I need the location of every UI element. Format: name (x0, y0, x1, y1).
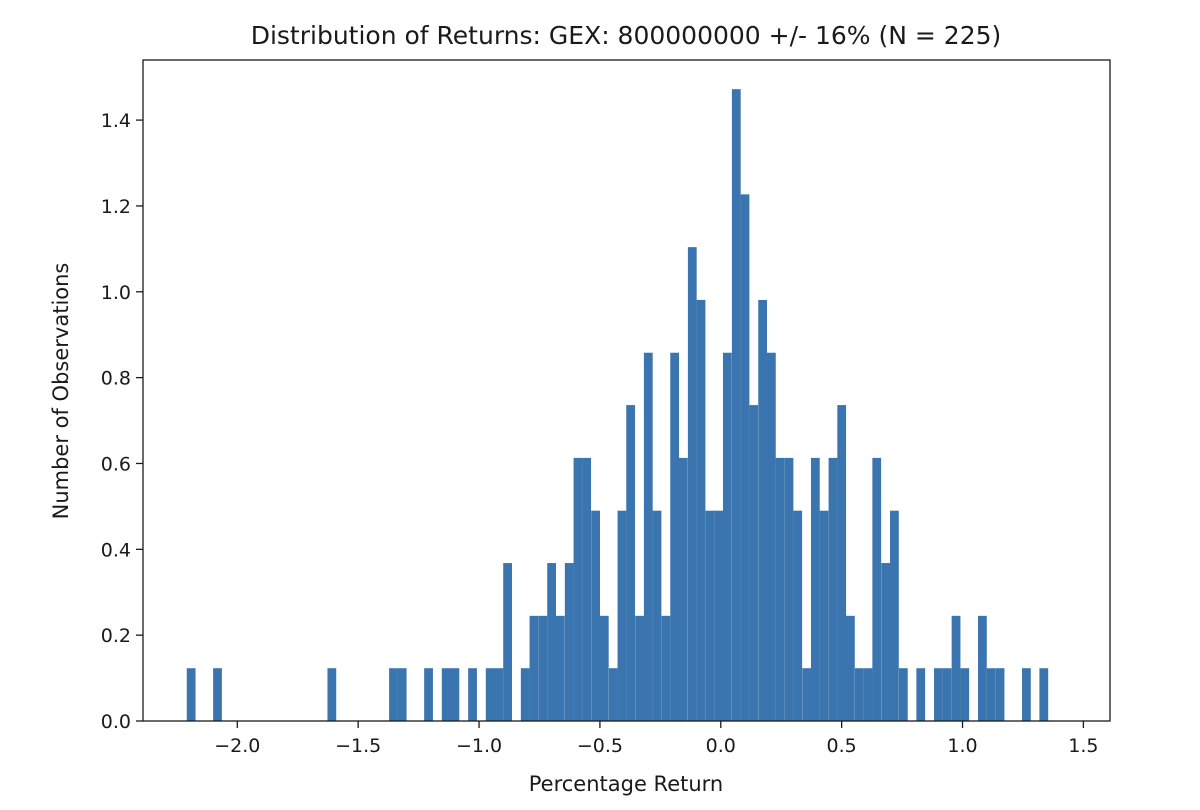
histogram-bar (661, 615, 671, 721)
histogram-bar (758, 299, 768, 721)
histogram-bar (564, 563, 574, 721)
histogram-bar (881, 563, 891, 721)
histogram-bar (608, 668, 618, 721)
histogram-bar (863, 668, 873, 721)
histogram-bar (687, 247, 697, 721)
histogram-bar (986, 668, 996, 721)
histogram-bar (599, 615, 609, 721)
y-axis-ticks: 0.0 0.2 0.4 0.6 0.8 1.0 1.2 1.4 (101, 110, 143, 733)
histogram-bar (538, 615, 548, 721)
x-tick-label: 0.0 (706, 735, 736, 757)
y-axis-label: Number of Observations (49, 263, 73, 520)
x-axis-ticks: −2.0 −1.5 −1.0 −0.5 0.0 0.5 1.0 1.5 (214, 721, 1099, 757)
histogram-bar (995, 668, 1005, 721)
histogram-bar (951, 615, 961, 721)
histogram-bar (819, 510, 829, 721)
x-tick-label: 1.5 (1068, 735, 1098, 757)
plot-frame (142, 59, 1111, 722)
histogram-bar (846, 615, 855, 721)
y-tick-label: 0.6 (101, 453, 131, 475)
x-axis-label: Percentage Return (529, 772, 724, 796)
histogram-bar (872, 457, 882, 721)
histogram-bar (670, 352, 680, 721)
histogram-bar (784, 457, 794, 721)
histogram-bar (890, 510, 899, 721)
histogram-bar (643, 352, 653, 721)
y-tick-label: 1.2 (101, 196, 131, 218)
histogram-bar (635, 615, 644, 721)
histogram-bar (213, 668, 222, 721)
histogram-bar (626, 405, 636, 721)
histogram-bar (441, 668, 451, 721)
histogram-bar (520, 668, 530, 721)
histogram-bar (722, 352, 732, 721)
histogram-bar (802, 668, 812, 721)
histogram-bar (1039, 668, 1049, 721)
histogram-bar (468, 668, 477, 721)
histogram-bar (397, 668, 407, 721)
histogram-bar (424, 668, 433, 721)
histogram-bar (740, 194, 750, 722)
histogram-bar (1022, 668, 1031, 721)
histogram-bar (591, 510, 600, 721)
histogram-bar (547, 563, 556, 721)
histogram-bar (810, 457, 820, 721)
histogram-bar (186, 668, 196, 721)
histogram-bar (503, 563, 512, 721)
histogram-bar (705, 510, 715, 721)
histogram-bar (916, 668, 926, 721)
histogram-bar (854, 668, 864, 721)
histogram-bar (678, 457, 688, 721)
histogram-bar (450, 668, 460, 721)
histogram-bar (573, 457, 583, 721)
histogram-bar (775, 457, 785, 721)
histogram-bar (529, 615, 539, 721)
x-tick-label: −1.5 (335, 735, 381, 757)
histogram-bar (766, 352, 776, 721)
histogram-bar (327, 668, 337, 721)
y-tick-label: 0.0 (101, 711, 131, 733)
histogram-bar (960, 668, 970, 721)
x-tick-label: −2.0 (214, 735, 260, 757)
histogram-bar (942, 668, 952, 721)
histogram-bar (828, 457, 838, 721)
histogram-bar (485, 668, 495, 721)
x-tick-label: −0.5 (577, 735, 623, 757)
histogram-bar (837, 405, 847, 721)
histogram-bar (617, 510, 627, 721)
histogram-bar (555, 615, 565, 721)
y-tick-label: 1.0 (101, 282, 131, 304)
x-tick-label: 0.5 (827, 735, 857, 757)
histogram-bar (714, 510, 724, 721)
histogram-bar (652, 510, 662, 721)
y-tick-label: 0.4 (101, 539, 131, 561)
histogram-bar (934, 668, 943, 721)
histogram-bar (749, 405, 759, 721)
chart-title: Distribution of Returns: GEX: 800000000 … (251, 21, 1002, 50)
histogram-bar (494, 668, 504, 721)
histogram-bar (731, 89, 741, 721)
histogram-bar (793, 510, 803, 721)
x-tick-label: −1.0 (456, 735, 502, 757)
histogram-bar (978, 615, 987, 721)
histogram-bar (389, 668, 398, 721)
y-tick-label: 0.8 (101, 368, 131, 390)
y-tick-label: 1.4 (101, 110, 131, 132)
x-tick-label: 1.0 (947, 735, 977, 757)
histogram-bars (186, 89, 1049, 722)
histogram-bar (898, 668, 908, 721)
y-tick-label: 0.2 (101, 625, 131, 647)
histogram-bar (582, 457, 592, 721)
histogram-bar (696, 299, 706, 721)
